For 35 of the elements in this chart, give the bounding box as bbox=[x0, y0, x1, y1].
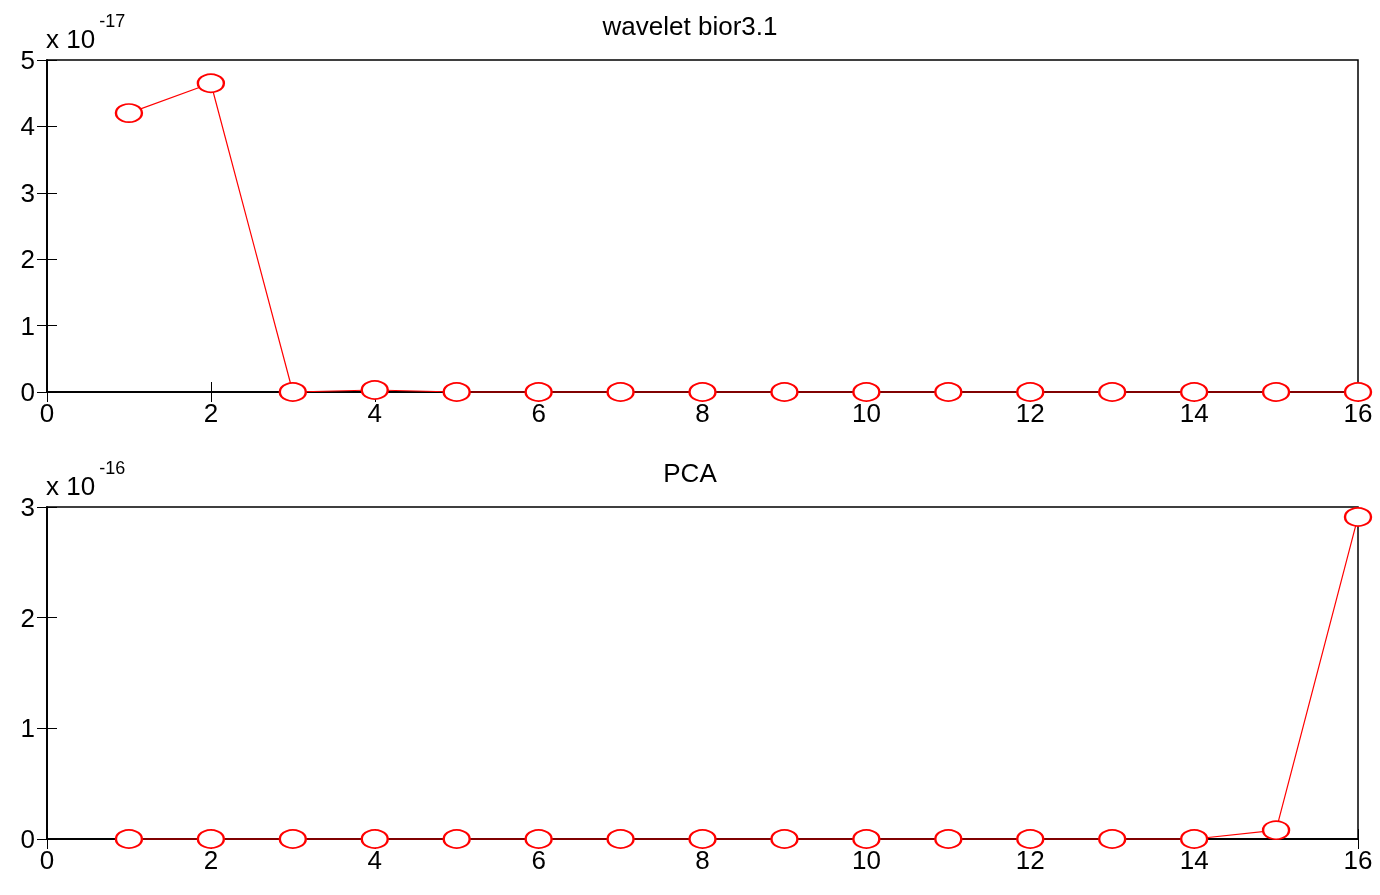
y-tick-label: 1 bbox=[20, 713, 35, 744]
x-tick-label: 4 bbox=[367, 845, 382, 875]
x-tick-label: 12 bbox=[1015, 398, 1045, 428]
point bbox=[196, 73, 225, 94]
y-tick-label: 3 bbox=[20, 492, 35, 522]
y-tick-label: 3 bbox=[20, 177, 35, 208]
x-tick-label: 0 bbox=[39, 845, 55, 875]
y-tick-label: 0 bbox=[20, 824, 35, 854]
x-tick-label: 16 bbox=[1343, 845, 1373, 875]
y-tick-label: 5 bbox=[20, 45, 35, 75]
chart-title: PCA bbox=[663, 458, 718, 488]
y-tick-label: 0 bbox=[20, 377, 35, 407]
x-tick-label: 8 bbox=[695, 845, 710, 875]
x-tick-label: 10 bbox=[851, 398, 881, 428]
x-tick-label: 16 bbox=[1343, 398, 1373, 428]
x-tick-label: 10 bbox=[851, 845, 881, 875]
x-tick-label: 6 bbox=[531, 845, 546, 875]
point bbox=[1262, 820, 1291, 841]
x-tick-label: 0 bbox=[39, 398, 55, 428]
x-tick-label: 14 bbox=[1179, 845, 1209, 875]
y-tick-label: 2 bbox=[20, 244, 35, 275]
x-tick-label: 6 bbox=[531, 398, 546, 428]
x-tick-label: 4 bbox=[367, 398, 382, 428]
point bbox=[1344, 506, 1372, 527]
x-tick-label: 8 bbox=[695, 398, 710, 428]
y-tick-label: 1 bbox=[20, 310, 35, 341]
point bbox=[1344, 382, 1372, 402]
x-tick-label: 2 bbox=[203, 845, 219, 875]
chart-title: wavelet bior3.1 bbox=[601, 11, 778, 41]
y-tick-label: 2 bbox=[20, 602, 35, 633]
x-tick-label: 2 bbox=[203, 398, 219, 428]
point bbox=[114, 103, 143, 124]
y-tick-label: 4 bbox=[20, 111, 35, 142]
x-tick-label: 12 bbox=[1015, 845, 1045, 875]
x-tick-label: 14 bbox=[1179, 398, 1209, 428]
